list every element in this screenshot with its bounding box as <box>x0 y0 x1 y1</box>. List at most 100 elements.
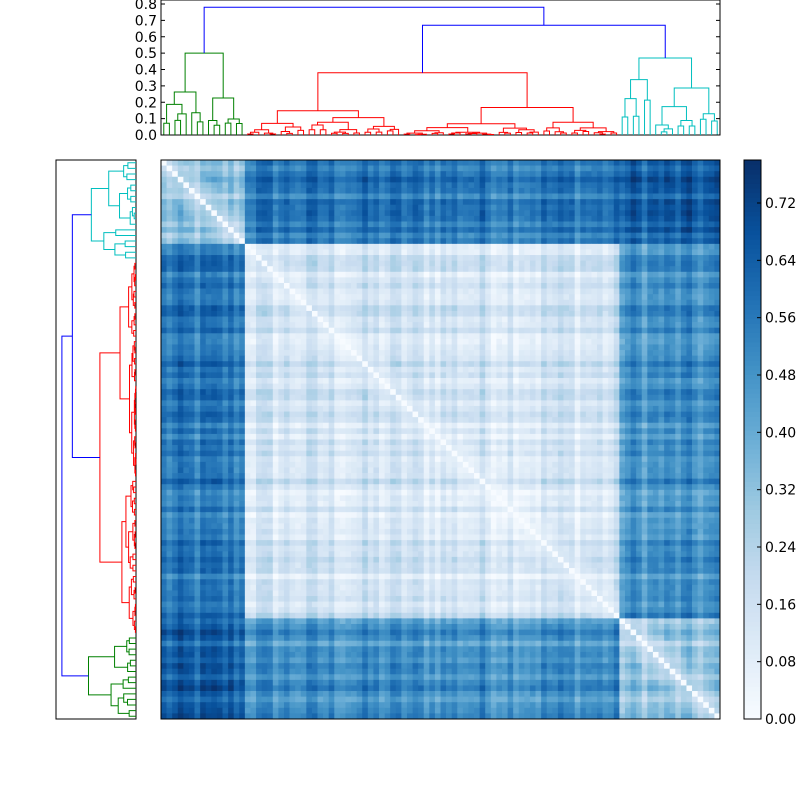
heatmap-cell <box>451 288 458 295</box>
heatmap-cell <box>630 411 637 418</box>
heatmap-cell <box>390 333 397 340</box>
heatmap-cell <box>669 160 676 166</box>
heatmap-cell <box>306 394 313 401</box>
heatmap-cell <box>278 232 285 239</box>
heatmap-cell <box>345 277 352 284</box>
heatmap-cell <box>328 344 335 351</box>
heatmap-cell <box>351 182 357 189</box>
heatmap-cell <box>423 355 430 362</box>
heatmap-cell <box>692 355 698 362</box>
top-axis-tick-label: 0.5 <box>135 46 157 62</box>
heatmap-cell <box>501 277 508 284</box>
heatmap-cell <box>390 171 397 178</box>
heatmap-cell <box>250 389 257 396</box>
heatmap-cell <box>468 355 475 362</box>
heatmap-cell <box>501 294 508 301</box>
heatmap-cell <box>401 187 408 194</box>
heatmap-cell <box>496 193 503 200</box>
heatmap-cell <box>401 400 408 407</box>
heatmap-cell <box>328 333 335 340</box>
heatmap-cell <box>429 171 436 178</box>
heatmap-cell <box>518 193 525 200</box>
heatmap-cell <box>311 405 318 412</box>
heatmap-cell <box>216 288 223 295</box>
heatmap-cell <box>295 327 302 334</box>
heatmap-cell <box>496 411 503 418</box>
heatmap-cell <box>211 193 218 200</box>
heatmap-cell <box>244 327 251 334</box>
heatmap-cell <box>669 255 676 261</box>
heatmap-cell <box>166 187 173 194</box>
heatmap-cell <box>406 215 413 222</box>
heatmap-cell <box>513 187 520 194</box>
heatmap-cell <box>624 361 631 368</box>
heatmap-cell <box>675 255 682 261</box>
heatmap-cell <box>306 243 313 250</box>
heatmap-cell <box>669 411 676 418</box>
heatmap-cell <box>211 400 218 407</box>
heatmap-cell <box>535 227 542 234</box>
heatmap-cell <box>295 322 302 329</box>
heatmap-cell <box>183 238 190 245</box>
heatmap-cell <box>563 187 570 194</box>
heatmap-cell <box>619 199 626 206</box>
heatmap-cell <box>501 405 508 412</box>
heatmap-cell <box>384 227 391 234</box>
heatmap-cell <box>619 361 626 368</box>
heatmap-cell <box>418 182 425 189</box>
heatmap-cell <box>546 389 553 396</box>
heatmap-cell <box>183 344 190 351</box>
heatmap-cell <box>306 405 313 412</box>
heatmap-cell <box>557 199 564 206</box>
heatmap-cell <box>395 255 402 261</box>
heatmap-cell <box>272 305 279 312</box>
heatmap-cell <box>351 193 357 200</box>
heatmap-cell <box>177 255 184 261</box>
heatmap-cell <box>479 160 486 166</box>
heatmap-cell <box>395 405 402 412</box>
heatmap-cell <box>200 405 207 412</box>
heatmap-cell <box>541 232 548 239</box>
heatmap-cell <box>323 355 330 362</box>
heatmap-cell <box>188 243 195 250</box>
heatmap-cell <box>267 238 274 245</box>
heatmap-cell <box>513 199 520 206</box>
heatmap-cell <box>507 333 514 340</box>
heatmap-cell <box>390 294 397 301</box>
heatmap-cell <box>272 232 279 239</box>
heatmap-cell <box>563 305 570 312</box>
heatmap-cell <box>194 383 201 390</box>
heatmap-cell <box>177 305 184 312</box>
heatmap-cell <box>267 260 274 267</box>
heatmap-cell <box>703 310 710 317</box>
heatmap-cell <box>524 405 531 412</box>
heatmap-cell <box>546 417 553 424</box>
heatmap-cell <box>256 288 262 295</box>
heatmap-cell <box>406 199 413 206</box>
heatmap-cell <box>524 193 531 200</box>
heatmap-cell <box>250 160 257 166</box>
heatmap-cell <box>468 277 475 284</box>
heatmap-cell <box>261 176 268 183</box>
heatmap-cell <box>278 160 285 166</box>
heatmap-cell <box>675 232 682 239</box>
heatmap-cell <box>518 182 525 189</box>
heatmap-cell <box>608 333 615 340</box>
heatmap-cell <box>239 288 246 295</box>
heatmap-cell <box>468 238 475 245</box>
heatmap-cell <box>267 305 274 312</box>
heatmap-cell <box>552 355 559 362</box>
top-axis-tick-label: 0.3 <box>135 79 157 95</box>
heatmap-cell <box>323 193 330 200</box>
heatmap-cell <box>295 232 302 239</box>
heatmap-cell <box>652 160 659 166</box>
heatmap-cell <box>501 182 508 189</box>
heatmap-cell <box>161 372 167 379</box>
heatmap-cell <box>513 350 520 356</box>
heatmap-cell <box>474 422 480 429</box>
heatmap-cell <box>356 165 363 172</box>
heatmap-cell <box>697 361 704 368</box>
heatmap-cell <box>602 378 609 384</box>
heatmap-cell <box>474 389 480 396</box>
heatmap-cell <box>501 394 508 401</box>
